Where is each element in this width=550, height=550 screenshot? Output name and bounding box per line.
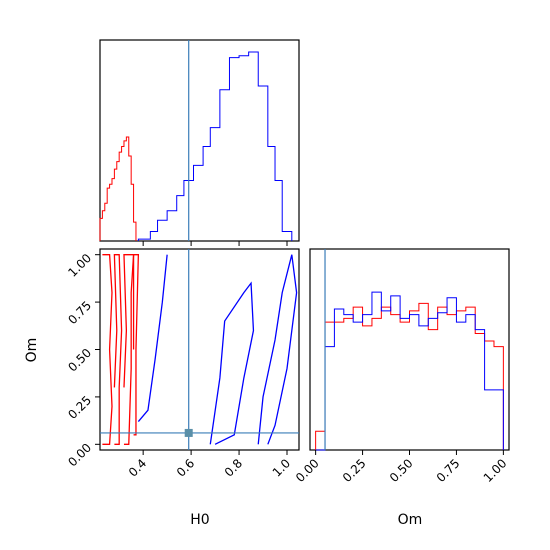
contour-xtick-label-0: 0.4	[126, 456, 149, 479]
panel-h0-marginal-frame	[99, 39, 300, 242]
h0-marginal-histogram	[99, 40, 293, 241]
om-histogram-series-1	[315, 291, 504, 451]
om-marginal-histogram	[315, 249, 504, 451]
contour-series-1-level-0	[137, 254, 168, 422]
contour-series-0-level-0	[102, 254, 113, 445]
om-xtick-label-2: 0.50	[387, 456, 416, 485]
om-xtick-label-4: 1.00	[481, 456, 510, 485]
h0-om-contours	[100, 249, 299, 450]
om-xtick-label-1: 0.25	[340, 456, 369, 485]
contour-ytick-label-3: 0.75	[65, 298, 94, 327]
om-xtick-label-0: 0.00	[293, 456, 322, 485]
x-axis-label-om: Om	[398, 512, 423, 528]
panel-om-marginal-frame	[309, 248, 510, 451]
om-xtick-label-3: 0.75	[434, 456, 463, 485]
h0-histogram-series-1	[137, 51, 293, 241]
contour-ytick-label-4: 1.00	[65, 251, 94, 280]
contour-xtick-label-3: 1.0	[270, 456, 293, 479]
contour-xtick-label-2: 0.8	[222, 456, 245, 479]
contour-series-0-level-1	[113, 254, 123, 445]
truth-marker	[184, 428, 193, 437]
contour-ytick-label-0: 0.00	[65, 441, 94, 470]
h0-histogram-series-0	[99, 136, 137, 241]
x-axis-label-h0: H0	[190, 512, 209, 528]
contour-series-1-level-1	[209, 281, 255, 445]
contour-ytick-label-2: 0.50	[65, 346, 94, 375]
contour-series-1-level-2	[257, 254, 298, 445]
contour-series-0-level-3	[132, 254, 140, 436]
contour-series-0-level-2	[123, 254, 135, 445]
y-axis-label-om: Om	[24, 338, 40, 363]
contour-ytick-label-1: 0.25	[65, 393, 94, 422]
contour-xtick-label-1: 0.6	[174, 456, 197, 479]
